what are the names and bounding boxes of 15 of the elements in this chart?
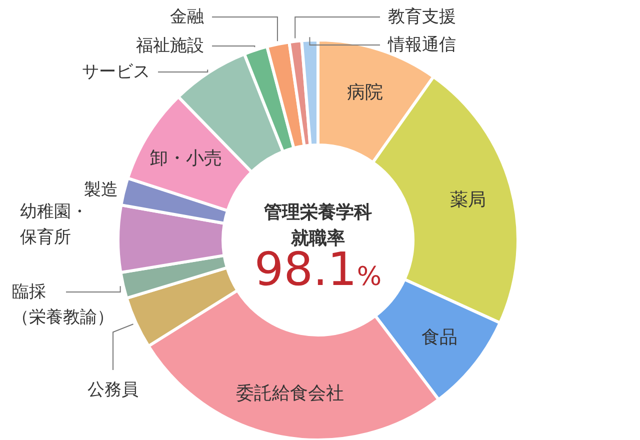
slice-label: 福祉施設 — [136, 36, 204, 56]
slice-label: 食品 — [421, 326, 458, 348]
slice-label: 病院 — [347, 81, 384, 102]
slice-label: 金融 — [170, 7, 204, 27]
slice-label: 公務員 — [88, 380, 138, 400]
slice-label: 情報通信 — [387, 35, 456, 55]
slice-label: 卸・小売 — [150, 147, 222, 168]
slice-label: 臨採（栄養教諭） — [12, 282, 114, 328]
slice-label: サービス — [82, 62, 150, 82]
slice-label: 委託給食会社 — [236, 382, 344, 404]
slice-label: 製造 — [84, 180, 118, 200]
slice-label: 薬局 — [450, 188, 486, 210]
text: 管理栄養学科 — [263, 202, 372, 223]
slice-label: 幼稚園・保育所 — [20, 202, 88, 248]
slice-label: 教育支援 — [388, 7, 456, 27]
